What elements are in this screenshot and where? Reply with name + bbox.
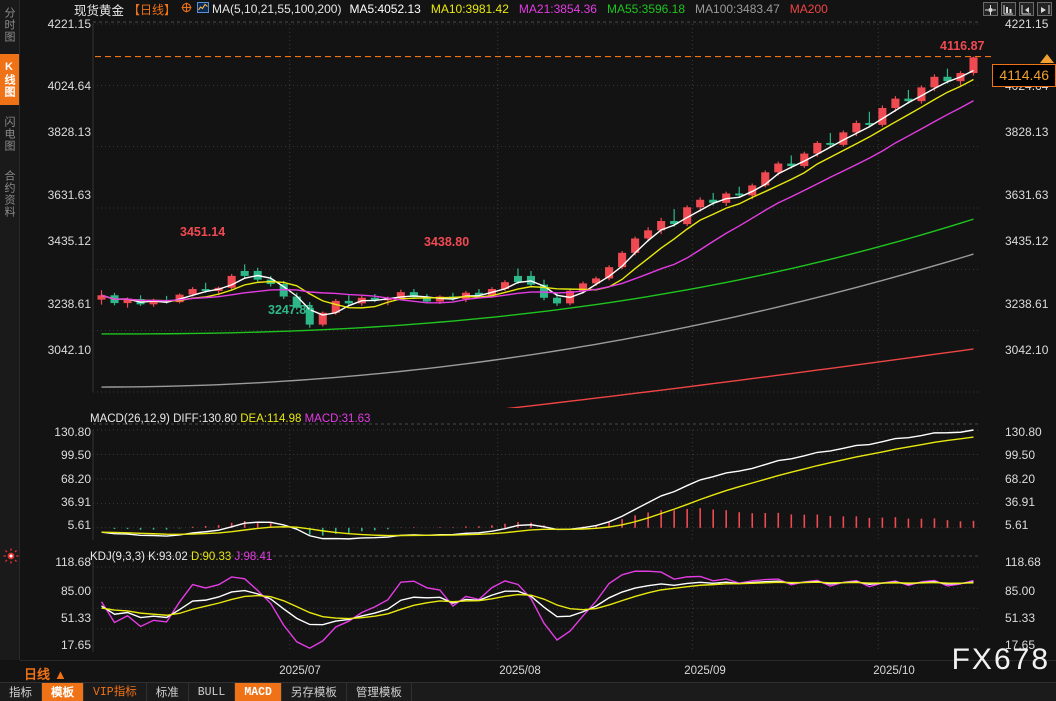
macd-axis-label-left: 68.20: [60, 472, 91, 486]
date-tick: 2025/09: [684, 665, 726, 677]
date-axis: 日线 ▲ 2025/07 2025/08 2025/09 2025/10 FX67…: [20, 643, 1056, 683]
annotation-high-2: 3438.80: [424, 235, 470, 249]
toolbar-vip-indicators[interactable]: VIP指标: [84, 683, 147, 701]
sidebar-item-kline[interactable]: K线图: [0, 54, 19, 105]
date-tick: 2025/07: [279, 665, 321, 677]
ma200-value: MA200: [789, 2, 828, 16]
ma100-value: MA100:3483.47: [695, 2, 780, 16]
kdj-chart-pane[interactable]: KDJ(9,3,3) K:93.02 D:90.33 J:98.41 118.6…: [20, 548, 1056, 660]
macd-axis-label-left: 36.91: [60, 495, 91, 509]
kdj-axis-label: 17.65: [1005, 638, 1036, 652]
record-icon[interactable]: [3, 548, 19, 564]
macd-chart-pane[interactable]: MACD(26,12,9) DIFF:130.80 DEA:114.98 MAC…: [20, 410, 1056, 548]
toolbar-bull[interactable]: BULL: [189, 683, 236, 701]
price-axis-label: 3435.12: [1005, 234, 1049, 248]
symbol-name: 现货黄金: [74, 3, 125, 18]
macd-axis-label: 68.20: [1005, 472, 1036, 486]
toolbar-standard[interactable]: 标准: [147, 683, 189, 701]
watermark-logo: FX678: [951, 643, 1050, 676]
chart-header: 现货黄金 【日线】 MA(5,10,21,55,100,200) MA5:405…: [20, 0, 1056, 18]
macd-axis-label: 99.50: [1005, 448, 1036, 462]
sidebar-item-lightning[interactable]: 闪电图: [3, 116, 15, 152]
annotation-high-1: 3451.14: [180, 225, 226, 239]
price-axis-label-left: 3435.12: [47, 234, 91, 248]
toolbar-macd[interactable]: MACD: [235, 683, 282, 701]
period-label: 【日线】: [128, 2, 177, 17]
macd-axis-label: 36.91: [1005, 495, 1036, 509]
chart-toolbar-buttons: [983, 2, 1052, 16]
macd-axis-label-left: 130.80: [54, 425, 91, 439]
crosshair-icon[interactable]: [181, 2, 192, 16]
price-marker-arrow: [1040, 54, 1054, 63]
kdj-axis-label: 51.33: [1005, 611, 1036, 625]
bottom-toolbar: 指标 模板 VIP指标 标准 BULL MACD 另存模板 管理模板: [0, 682, 1056, 701]
kdj-axis-label-left: 118.68: [55, 555, 91, 569]
toolbar-template[interactable]: 模板: [42, 683, 84, 701]
macd-axis-label: 5.61: [1005, 518, 1029, 532]
left-sidebar: 分时图 K线图闪电图合约资料: [0, 0, 20, 660]
kdj-axis-label: 118.68: [1005, 555, 1041, 569]
scroll-left-button[interactable]: [1019, 2, 1034, 16]
period-triangle-icon: ▲: [54, 667, 67, 682]
price-axis-label: 3631.63: [1005, 188, 1049, 202]
date-tick: 2025/10: [873, 665, 915, 677]
ma10-value: MA10:3981.42: [430, 2, 509, 16]
macd-chart-canvas[interactable]: [20, 410, 1056, 548]
price-axis-label: 3042.10: [1005, 343, 1049, 357]
toolbar-manage-template[interactable]: 管理模板: [347, 683, 412, 701]
toolbar-indicators[interactable]: 指标: [0, 683, 42, 701]
price-axis-label-left: 4024.64: [47, 79, 91, 93]
macd-axis-label: 130.80: [1005, 425, 1042, 439]
price-axis-label: 4221.15: [1005, 17, 1049, 31]
kdj-axis-label-left: 85.00: [60, 584, 91, 598]
price-axis-label-left: 3828.13: [47, 125, 91, 139]
price-axis-label-left: 3631.63: [47, 188, 91, 202]
macd-axis-label-left: 99.50: [60, 448, 91, 462]
price-axis-label-left: 3042.10: [47, 343, 91, 357]
macd-axis-label-left: 5.61: [67, 518, 91, 532]
ma21-value: MA21:3854.36: [518, 2, 597, 16]
price-axis-label: 3238.61: [1005, 297, 1049, 311]
zoom-fit-button[interactable]: [1001, 2, 1016, 16]
price-chart-pane[interactable]: 3451.14 3438.80 3247.87 4116.87 4114.46 …: [20, 17, 1056, 408]
toolbar-spacer: [412, 683, 1056, 701]
price-chart-canvas[interactable]: [20, 18, 1056, 408]
sidebar-item-contract-info[interactable]: 合约资料: [3, 170, 15, 218]
kdj-chart-canvas[interactable]: [20, 548, 1056, 660]
kdj-axis-label: 85.00: [1005, 584, 1036, 598]
price-axis-label-left: 4221.15: [47, 17, 91, 31]
price-axis-label-left: 3238.61: [47, 297, 91, 311]
ma5-value: MA5:4052.13: [349, 2, 421, 16]
date-tick: 2025/08: [499, 665, 541, 677]
price-axis-label: 3828.13: [1005, 125, 1049, 139]
toolbar-save-template[interactable]: 另存模板: [282, 683, 347, 701]
kdj-axis-label-left: 17.65: [60, 638, 91, 652]
current-price-tag: 4114.46: [992, 64, 1056, 87]
period-tag-label: 日线: [24, 667, 51, 682]
scroll-right-button[interactable]: [1037, 2, 1052, 16]
crosshair-tool-button[interactable]: [983, 2, 998, 16]
sidebar-item-timeshare[interactable]: 分时图: [3, 7, 15, 43]
period-tag[interactable]: 日线 ▲: [24, 664, 67, 683]
ma-parameters: MA(5,10,21,55,100,200): [212, 2, 342, 16]
kdj-axis-label-left: 51.33: [60, 611, 91, 625]
annotation-period-high: 4116.87: [940, 39, 985, 53]
annotation-low-1: 3247.87: [268, 303, 314, 317]
chart-icon[interactable]: [197, 2, 210, 16]
ma55-value: MA55:3596.18: [606, 2, 686, 16]
